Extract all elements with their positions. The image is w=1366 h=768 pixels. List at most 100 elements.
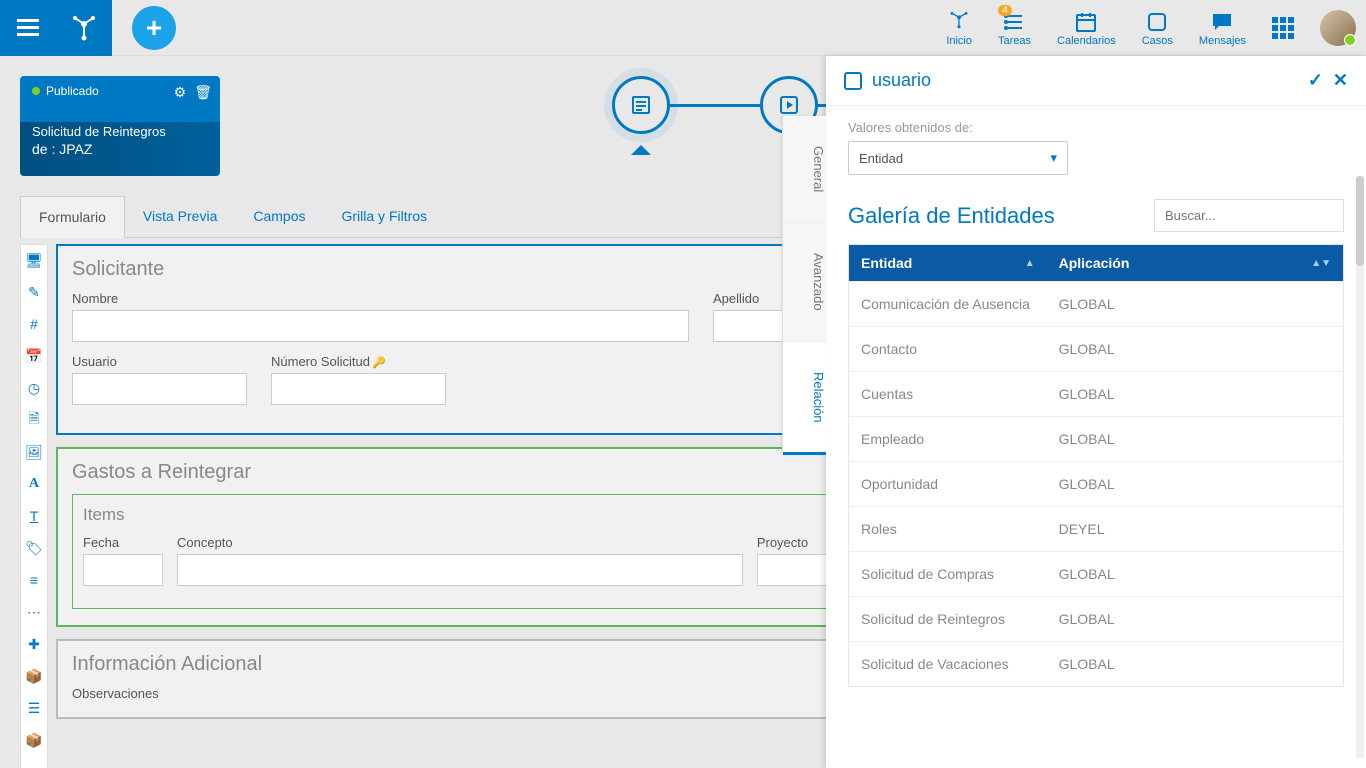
cell-aplicacion: GLOBAL	[1047, 417, 1343, 461]
side-tabs: General Avanzado Relación	[782, 116, 826, 455]
sort-icon: ▲▼	[1311, 258, 1331, 269]
cell-entidad: Roles	[849, 507, 1047, 551]
table-row[interactable]: RolesDEYEL	[849, 506, 1343, 551]
table-row[interactable]: OportunidadGLOBAL	[849, 461, 1343, 506]
topbar-left: +	[0, 0, 176, 56]
label-numero: Número Solicitud🔑	[271, 354, 446, 369]
process-card-actions: ⚙ 🗑	[174, 84, 212, 101]
valores-select[interactable]: Entidad ▾	[848, 141, 1068, 175]
palette-edit-icon[interactable]: ✎	[24, 283, 44, 301]
tab-formulario[interactable]: Formulario	[20, 196, 125, 238]
palette-hash-icon[interactable]: #	[24, 315, 44, 333]
label-nombre: Nombre	[72, 291, 689, 306]
calendar-icon	[1075, 9, 1097, 35]
panel-confirm-icon[interactable]: ✓	[1308, 70, 1323, 91]
nav-tareas-label: Tareas	[998, 35, 1031, 47]
label-concepto: Concepto	[177, 535, 743, 550]
cell-aplicacion: GLOBAL	[1047, 597, 1343, 641]
palette-image-icon[interactable]: 🖼	[24, 443, 44, 461]
process-subtitle: de : JPAZ	[32, 141, 208, 157]
element-palette: 🖥 ✎ # 📅 ◷ 🗎 🖼 A T 🏷 ≡ ⋯ ✚ 📦 ☰ 📦 ▦	[20, 244, 48, 768]
user-avatar[interactable]	[1320, 10, 1356, 46]
input-concepto[interactable]	[177, 554, 743, 586]
panel-scrollbar[interactable]	[1356, 176, 1364, 758]
cell-entidad: Comunicación de Ausencia	[849, 282, 1047, 326]
table-row[interactable]: EmpleadoGLOBAL	[849, 416, 1343, 461]
panel-content: Valores obtenidos de: Entidad ▾ Galería …	[826, 106, 1366, 768]
palette-plus-icon[interactable]: ✚	[24, 635, 44, 653]
entity-rows: Comunicación de AusenciaGLOBALContactoGL…	[849, 281, 1343, 686]
add-button[interactable]: +	[132, 6, 176, 50]
tareas-badge: 4	[998, 5, 1012, 16]
cell-aplicacion: GLOBAL	[1047, 282, 1343, 326]
input-numero[interactable]	[271, 373, 446, 405]
casos-icon	[1147, 9, 1167, 35]
input-fecha[interactable]	[83, 554, 163, 586]
trash-icon[interactable]: 🗑	[194, 84, 212, 101]
palette-font-icon[interactable]: A	[24, 475, 44, 493]
nav-calendarios[interactable]: Calendarios	[1045, 5, 1128, 51]
palette-tag-icon[interactable]: 🏷	[24, 539, 44, 557]
th-aplicacion[interactable]: Aplicación▲▼	[1047, 245, 1343, 281]
process-card[interactable]: Publicado ⚙ 🗑 Solicitud de Reintegros de…	[20, 76, 220, 176]
palette-file-icon[interactable]: 🗎	[24, 411, 44, 429]
nav-casos-label: Casos	[1142, 35, 1173, 47]
nav-calendarios-label: Calendarios	[1057, 35, 1116, 47]
panel-close-icon[interactable]: ✕	[1333, 70, 1348, 91]
panel-title: usuario	[872, 70, 1298, 91]
palette-screen-icon[interactable]: 🖥	[24, 251, 44, 269]
side-tab-general[interactable]: General	[783, 116, 826, 223]
menu-button[interactable]	[0, 0, 56, 56]
table-row[interactable]: Solicitud de VacacionesGLOBAL	[849, 641, 1343, 686]
palette-box-icon[interactable]: 📦	[24, 667, 44, 685]
label-fecha: Fecha	[83, 535, 163, 550]
key-icon: 🔑	[372, 357, 386, 369]
cell-aplicacion: GLOBAL	[1047, 642, 1343, 686]
cell-aplicacion: GLOBAL	[1047, 327, 1343, 371]
side-tab-relacion[interactable]: Relación	[783, 342, 826, 456]
cell-aplicacion: GLOBAL	[1047, 552, 1343, 596]
nav-mensajes-label: Mensajes	[1199, 35, 1246, 47]
tab-grilla[interactable]: Grilla y Filtros	[324, 196, 446, 237]
table-row[interactable]: Solicitud de ComprasGLOBAL	[849, 551, 1343, 596]
caret-down-icon: ▾	[1050, 150, 1057, 166]
palette-align-icon[interactable]: ≡	[24, 571, 44, 589]
nav-apps[interactable]	[1260, 11, 1306, 45]
cell-entidad: Solicitud de Compras	[849, 552, 1047, 596]
main: Publicado ⚙ 🗑 Solicitud de Reintegros de…	[0, 56, 1366, 768]
palette-clock-icon[interactable]: ◷	[24, 379, 44, 397]
cell-entidad: Solicitud de Vacaciones	[849, 642, 1047, 686]
nav-mensajes[interactable]: Mensajes	[1187, 5, 1258, 51]
flow-node-form[interactable]	[612, 76, 670, 134]
palette-package-icon[interactable]: 📦	[24, 731, 44, 749]
gallery-title: Galería de Entidades	[848, 203, 1055, 229]
nav-inicio[interactable]: Inicio	[934, 5, 984, 51]
logo-button[interactable]	[56, 0, 112, 56]
panel-checkbox[interactable]	[844, 72, 862, 90]
table-row[interactable]: ContactoGLOBAL	[849, 326, 1343, 371]
side-tab-avanzado[interactable]: Avanzado	[783, 223, 826, 342]
input-usuario[interactable]	[72, 373, 247, 405]
gear-icon[interactable]: ⚙	[174, 84, 187, 101]
table-row[interactable]: CuentasGLOBAL	[849, 371, 1343, 416]
gallery-search-input[interactable]	[1154, 199, 1344, 232]
palette-lines-icon[interactable]: ☰	[24, 699, 44, 717]
process-title: Solicitud de Reintegros	[32, 124, 208, 139]
nav-tareas[interactable]: 4 Tareas	[986, 5, 1043, 51]
nav-casos[interactable]: Casos	[1130, 5, 1185, 51]
table-row[interactable]: Comunicación de AusenciaGLOBAL	[849, 281, 1343, 326]
cell-aplicacion: DEYEL	[1047, 507, 1343, 551]
panel-body: usuario ✓ ✕ Valores obtenidos de: Entida…	[826, 56, 1366, 768]
palette-text-icon[interactable]: T	[24, 507, 44, 525]
tab-campos[interactable]: Campos	[235, 196, 323, 237]
palette-more-icon[interactable]: ⋯	[24, 603, 44, 621]
cell-aplicacion: GLOBAL	[1047, 462, 1343, 506]
mensajes-icon	[1211, 9, 1233, 35]
palette-calendar-icon[interactable]: 📅	[24, 347, 44, 365]
th-entidad[interactable]: Entidad▲	[849, 245, 1047, 281]
tab-vista-previa[interactable]: Vista Previa	[125, 196, 235, 237]
table-row[interactable]: Solicitud de ReintegrosGLOBAL	[849, 596, 1343, 641]
input-nombre[interactable]	[72, 310, 689, 342]
palette-grid-icon[interactable]: ▦	[24, 763, 44, 768]
sort-asc-icon: ▲	[1025, 258, 1035, 269]
